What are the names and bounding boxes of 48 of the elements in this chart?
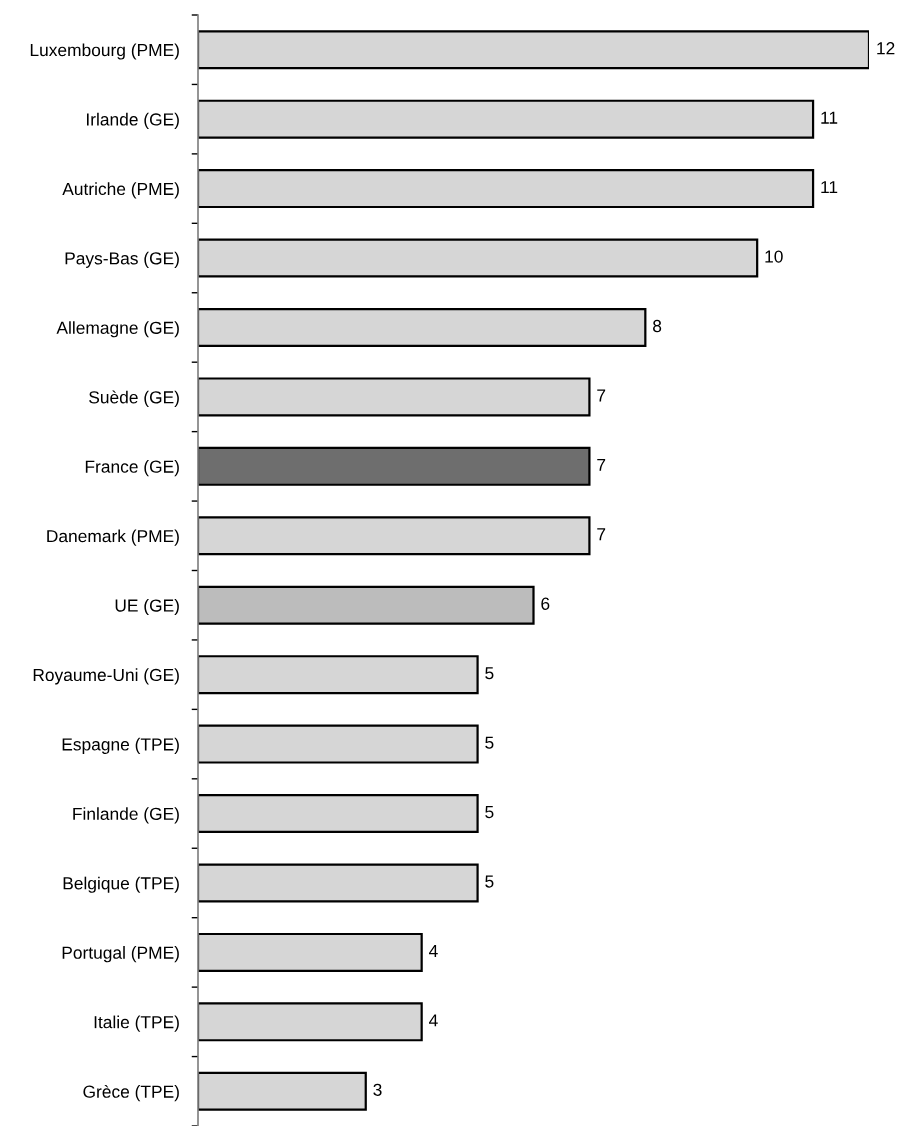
bar [198,1071,367,1111]
y-tick-label: Danemark (PME) [47,529,179,546]
bar [198,1002,423,1042]
y-tick-label: Suède (GE) [89,390,179,407]
bar [198,307,647,347]
data-label: 5 [485,667,494,680]
bar [198,377,591,417]
bar [198,585,535,625]
y-tick-label: Luxembourg (PME) [30,43,179,60]
y-tick-label: Grèce (TPE) [83,1084,179,1102]
y-tick-label: Finlande (GE) [73,807,179,824]
bar [198,238,759,278]
y-tick-label: Portugal (PME) [62,946,179,963]
bar [198,446,591,486]
bar [198,724,479,764]
bar [198,932,423,972]
data-label: 11 [821,111,838,124]
y-tick-label: Espagne (TPE) [62,737,179,754]
bar [198,655,479,695]
y-tick-label: Belgique (TPE) [63,876,179,893]
data-label: 6 [541,597,550,610]
y-tick-label: Royaume-Uni (GE) [33,668,179,685]
bar [198,794,479,834]
data-label: 3 [373,1083,382,1096]
y-tick-label: France (GE) [85,460,179,477]
data-label: 5 [485,736,494,749]
data-label: 7 [597,389,606,402]
y-tick-label: Pays-Bas (GE) [65,251,179,268]
y-tick-label: Allemagne (GE) [56,321,179,338]
y-tick-label: UE (GE) [115,598,179,616]
data-label: 4 [429,1014,438,1027]
bar [198,169,815,209]
data-label: 11 [821,181,838,194]
data-label: 7 [597,458,606,471]
data-label: 5 [485,875,494,888]
bar [198,30,869,70]
data-label: 12 [877,42,895,55]
y-tick-label: Autriche (PME) [62,182,179,199]
data-label: 8 [653,319,662,333]
y-tick-label: Irlande (GE) [87,112,179,130]
data-label: 10 [765,250,783,263]
bar [198,99,815,139]
bar [198,863,479,903]
bar [198,516,591,556]
data-label: 7 [597,528,606,541]
data-label: 5 [485,806,494,819]
data-label: 4 [429,944,438,957]
y-tick-label: Italie (TPE) [94,1015,179,1032]
